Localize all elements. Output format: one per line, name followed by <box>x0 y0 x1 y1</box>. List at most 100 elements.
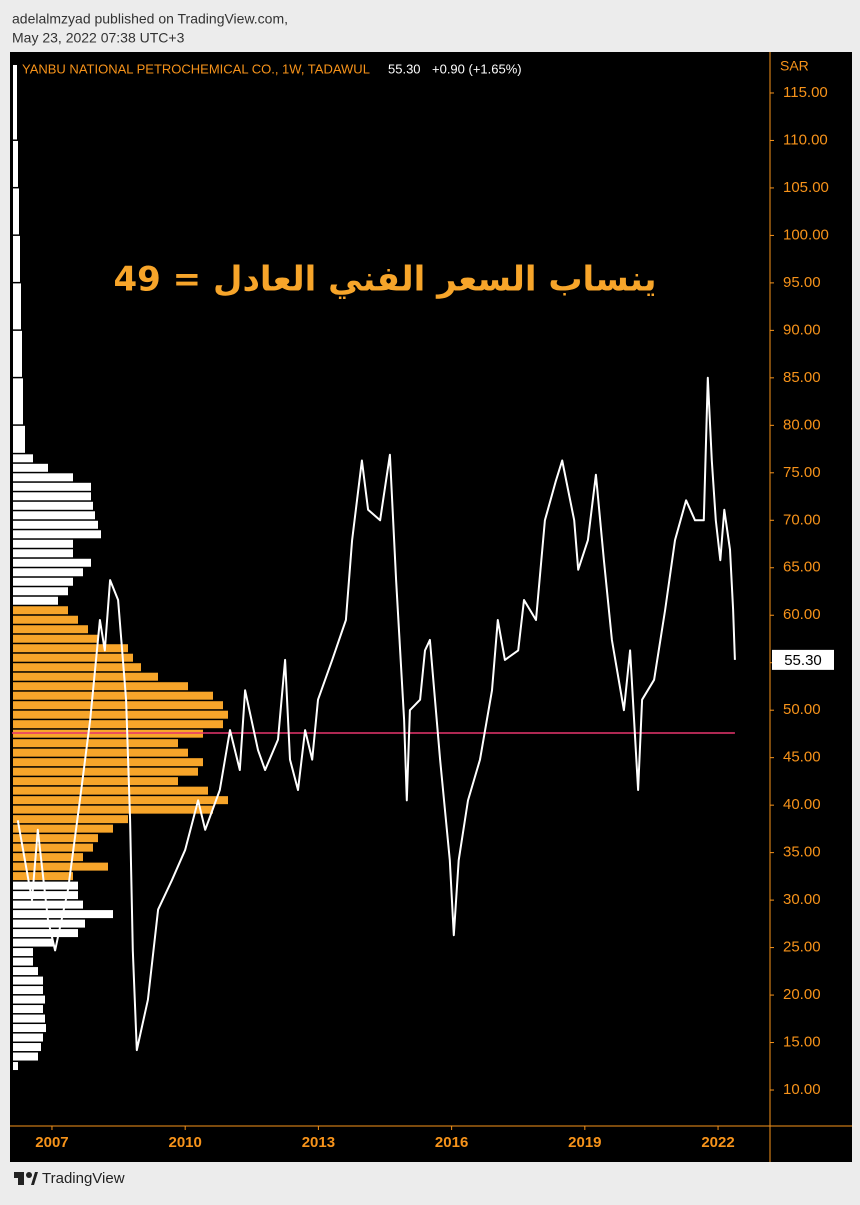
volume-bar <box>13 606 68 615</box>
volume-bar <box>13 539 73 548</box>
volume-bar <box>13 1033 43 1042</box>
volume-bar <box>13 967 38 976</box>
volume-bar <box>13 568 83 577</box>
volume-bar <box>13 596 58 605</box>
y-tick-label: 90.00 <box>783 321 821 338</box>
volume-bar <box>13 881 78 890</box>
volume-bar <box>13 948 33 957</box>
volume-bar <box>13 748 188 757</box>
x-tick-label: 2007 <box>35 1134 68 1151</box>
volume-bar <box>13 235 20 282</box>
y-tick-label: 20.00 <box>783 986 821 1003</box>
plot: 10.00 15.00 20.00 25.00 30.00 35.00 40.00 45.00… <box>10 52 852 1162</box>
y-tick-label: 70.00 <box>783 511 821 528</box>
footer <box>0 1162 860 1200</box>
change-text: +0.90 (+1.65%) <box>432 61 522 76</box>
volume-bar <box>13 1014 45 1023</box>
volume-bar <box>13 834 98 843</box>
volume-bar <box>13 473 73 482</box>
volume-bar <box>13 549 73 558</box>
volume-bar <box>13 644 128 653</box>
volume-bar <box>13 577 73 586</box>
volume-bar <box>13 796 228 805</box>
volume-bar <box>13 1052 38 1061</box>
x-tick-label: 2016 <box>435 1134 468 1151</box>
volume-bar <box>13 425 25 453</box>
logo <box>14 1172 38 1185</box>
volume-bar <box>13 701 223 710</box>
last-price-box <box>772 649 834 670</box>
volume-bar <box>13 786 208 795</box>
volume-bar <box>13 777 178 786</box>
volume-bar <box>13 995 45 1004</box>
volume-bar <box>13 530 101 539</box>
volume-bar <box>13 682 188 691</box>
y-tick-label: 60.00 <box>783 606 821 623</box>
y-tick-label: 105.00 <box>783 179 829 196</box>
volume-bar <box>13 720 223 729</box>
volume-bar <box>13 454 33 463</box>
volume-bar <box>13 976 43 985</box>
volume-bar <box>13 482 91 491</box>
y-tick-label: 50.00 <box>783 701 821 718</box>
brand: TradingView <box>42 1170 125 1187</box>
volume-bar <box>13 938 53 947</box>
volume-bar <box>13 188 19 235</box>
last-text: 55.30 <box>388 61 421 76</box>
volume-bar <box>13 558 91 567</box>
volume-bar <box>13 710 228 719</box>
volume-bar <box>13 805 213 814</box>
volume-bar <box>13 986 43 995</box>
volume-bar <box>13 140 18 187</box>
y-tick-label: 95.00 <box>783 274 821 291</box>
volume-bar <box>13 815 128 824</box>
volume-bar <box>13 283 21 330</box>
author-line: adelalmzyad published on TradingView.com… <box>12 11 288 27</box>
y-tick-label: 100.00 <box>783 226 829 243</box>
y-tick-label: 25.00 <box>783 939 821 956</box>
volume-bar <box>13 587 68 596</box>
volume-bar <box>13 691 213 700</box>
y-tick-label: 10.00 <box>783 1081 821 1098</box>
volume-bar <box>13 739 178 748</box>
volume-bar <box>13 1062 18 1071</box>
date-line: May 23, 2022 07:38 UTC+3 <box>12 30 185 46</box>
chart-panel <box>10 52 852 1162</box>
volume-bar <box>13 378 23 425</box>
volume-bar <box>13 1024 46 1033</box>
price-line <box>16 376 736 1052</box>
volume-bar <box>13 672 158 681</box>
volume-bar <box>13 634 98 643</box>
volume-bar <box>13 615 78 624</box>
volume-bar <box>13 463 48 472</box>
y-tick-label: 115.00 <box>783 84 828 101</box>
volume-bar <box>13 1043 41 1052</box>
volume-bar <box>13 843 93 852</box>
volume-bar <box>13 520 98 529</box>
y-tick-label: 30.00 <box>783 891 821 908</box>
symbol: YANBU NATIONAL PETROCHEMICAL CO., 1W, TA… <box>22 61 370 76</box>
annotation: ينساب السعر الفني العادل = 49 <box>113 260 656 300</box>
volume-bar <box>13 653 133 662</box>
volume-bar <box>13 492 91 501</box>
y-tick-label: 75.00 <box>783 464 821 481</box>
y-tick-label: 80.00 <box>783 416 821 433</box>
y-tick-label: 35.00 <box>783 844 821 861</box>
volume-bar <box>13 64 17 140</box>
volume-bar <box>13 625 88 634</box>
volume-bar <box>13 663 141 672</box>
volume-bar <box>13 330 22 377</box>
volume-bar <box>13 957 33 966</box>
volume-bar <box>13 758 203 767</box>
y-tick-label: 40.00 <box>783 796 821 813</box>
volume-bar <box>13 501 93 510</box>
y-tick-label: 45.00 <box>783 749 821 766</box>
last-price-label: 55.30 <box>784 652 822 669</box>
volume-bar <box>13 853 83 862</box>
y-tick-label: 65.00 <box>783 559 821 576</box>
y-tick-label: 15.00 <box>783 1034 821 1051</box>
volume-bar <box>13 900 83 909</box>
x-tick-label: 2010 <box>168 1134 201 1151</box>
x-tick-label: 2013 <box>302 1134 335 1151</box>
